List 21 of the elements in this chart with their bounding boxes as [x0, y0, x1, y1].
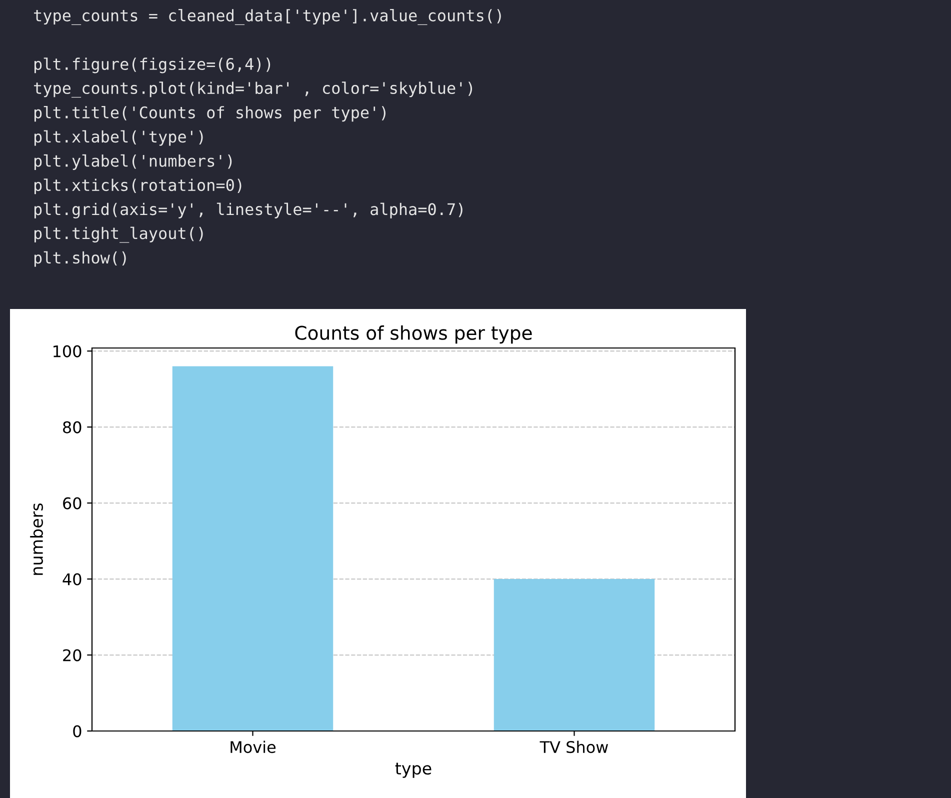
y-tick-label: 100	[54, 345, 82, 358]
x-tick-label: Movie	[230, 740, 276, 754]
y-tick-label: 20	[63, 649, 82, 662]
text: plt.tight_layout()	[34, 226, 203, 243]
y-tick-label: 80	[63, 421, 82, 434]
x-axis-title: type	[395, 762, 432, 778]
y-tick-label: 40	[62, 573, 82, 586]
y-axis-title: numbers	[30, 503, 44, 575]
text: plt.ylabel('numbers')	[34, 154, 232, 170]
text: plt.grid(axis='y', linestyle='--', alpha=0.7)	[34, 202, 462, 218]
text: plt.title('Counts of shows per type')	[34, 106, 386, 122]
x-tick-label: TV Show	[540, 740, 608, 754]
text: type_counts.plot(kind='bar' , color='skyblue')	[34, 82, 472, 98]
text: type_counts = cleaned_data['type'].value_counts()	[34, 9, 501, 25]
text: plt.xlabel('type')	[34, 130, 203, 146]
text: plt.show()	[34, 251, 126, 267]
y-tick-label: 60	[63, 497, 82, 510]
y-tick-label: 0	[73, 725, 82, 738]
chart-title: Counts of shows per type	[295, 325, 532, 344]
text: plt.xticks(rotation=0)	[34, 178, 242, 194]
text: plt.figure(figsize=(6,4))	[34, 58, 270, 74]
